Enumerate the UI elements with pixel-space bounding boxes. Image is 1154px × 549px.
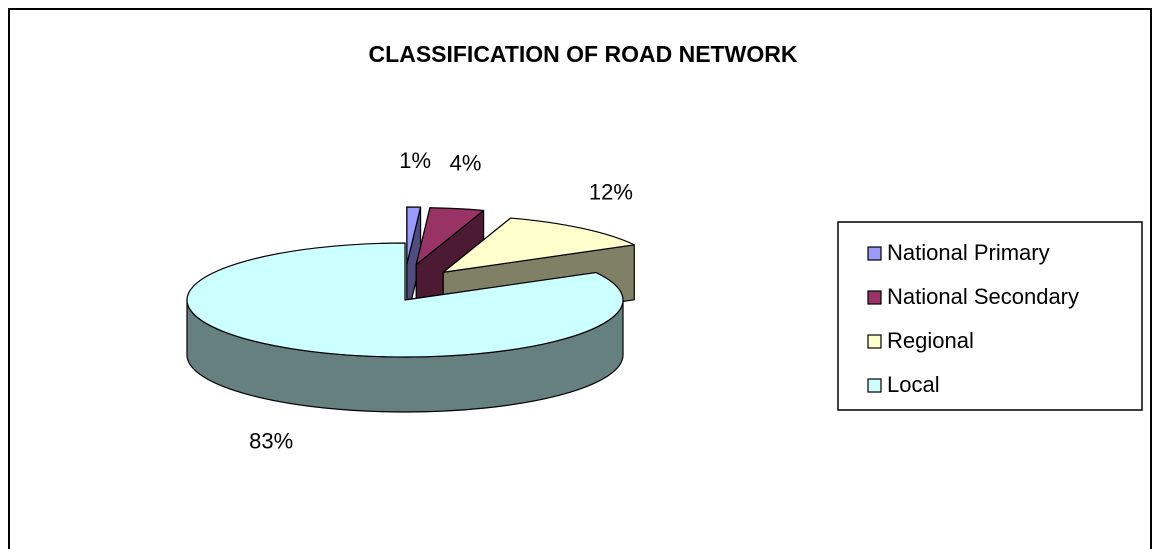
legend-swatch [867, 246, 882, 261]
data-label: 4% [450, 150, 482, 175]
legend-swatch [867, 378, 882, 393]
legend-box [837, 221, 1143, 411]
legend-swatch [867, 290, 882, 305]
legend-label: Local [887, 372, 940, 397]
data-label: 12% [589, 179, 633, 204]
slice [442, 217, 635, 273]
slice [406, 206, 422, 265]
data-label: 83% [249, 429, 293, 454]
legend-label: Regional [887, 328, 974, 353]
slice [186, 242, 624, 358]
slice [415, 207, 485, 266]
legend-label: National Primary [887, 240, 1050, 265]
chart-title: CLASSIFICATION OF ROAD NETWORK [369, 41, 798, 67]
legend-label: National Secondary [887, 284, 1079, 309]
legend-swatch [867, 334, 882, 349]
chart-frame [8, 8, 1152, 549]
data-label: 1% [399, 148, 431, 173]
